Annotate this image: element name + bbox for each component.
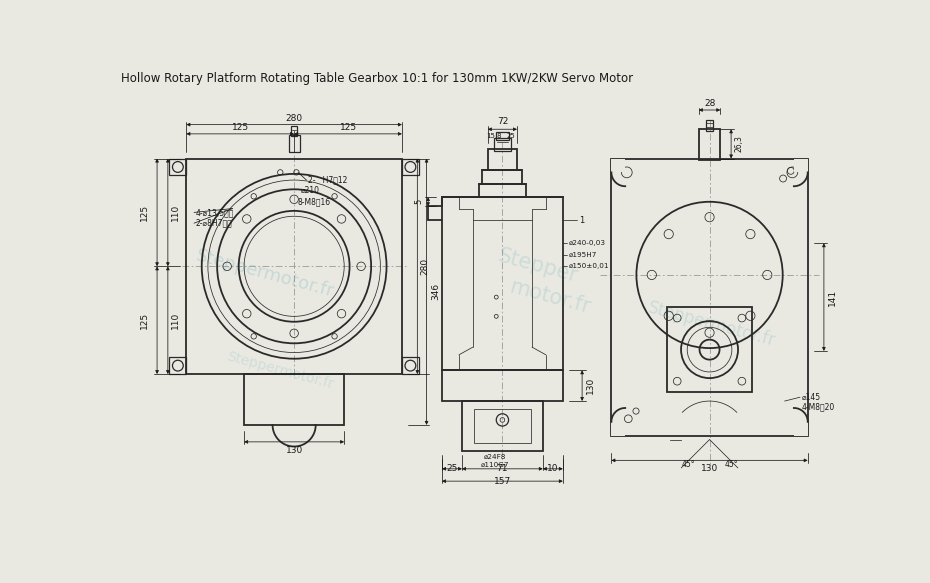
Bar [442,370,563,401]
Text: 4-⌀13,5通孔: 4-⌀13,5通孔 [195,208,234,217]
Bar [667,307,751,392]
Bar [402,159,418,175]
Text: ⌀210: ⌀210 [300,187,319,195]
Text: Hollow Rotary Platform Rotating Table Gearbox 10:1 for 130mm 1KW/2KW Servo Motor: Hollow Rotary Platform Rotating Table Ge… [121,72,633,85]
Bar [462,401,543,451]
Bar [169,159,186,175]
Text: 5: 5 [415,199,423,204]
Bar [479,184,525,197]
Text: ⌀240-0,03: ⌀240-0,03 [569,240,606,246]
Text: Steppermotor.fr: Steppermotor.fr [225,349,336,391]
Text: 1: 1 [579,216,585,224]
Text: 280: 280 [420,258,430,275]
Bar [473,409,531,444]
Text: 130: 130 [586,377,595,394]
Text: 280: 280 [286,114,302,123]
Text: 130: 130 [286,446,303,455]
Bar [488,149,517,170]
Text: 346: 346 [432,283,440,300]
Bar [494,139,511,151]
Text: 2-⌀8H7通孔: 2-⌀8H7通孔 [195,219,232,228]
Text: motor.fr: motor.fr [507,277,592,318]
Text: ⌀110G7: ⌀110G7 [481,462,509,468]
Text: 110: 110 [171,311,180,329]
Text: Stepper: Stepper [496,246,580,287]
Text: 130: 130 [701,463,718,473]
Text: 125: 125 [140,204,149,221]
Bar [291,126,298,136]
Bar [794,422,808,436]
Bar [794,159,808,173]
Bar [611,159,625,173]
Bar [706,120,713,131]
Text: ⌀195H7: ⌀195H7 [569,252,597,258]
Bar [169,357,186,374]
Text: 125: 125 [140,312,149,329]
Bar [186,159,402,374]
Text: ⌀24F8: ⌀24F8 [484,454,506,460]
Text: 125: 125 [232,123,249,132]
Bar [611,159,808,436]
Text: 26,3: 26,3 [735,135,743,152]
Text: 8-M8深16: 8-M8深16 [298,197,331,206]
Text: 72: 72 [497,117,508,126]
Text: 157: 157 [494,477,512,486]
Text: 141: 141 [828,289,837,305]
Bar [442,197,563,370]
Text: 110: 110 [171,204,180,221]
Text: Steppermotor.fr: Steppermotor.fr [193,247,336,301]
Bar [244,374,344,425]
Text: 4-M8深20: 4-M8深20 [802,402,835,411]
Bar [497,132,509,140]
Text: ⌀145: ⌀145 [802,393,820,402]
Bar [611,422,625,436]
Text: 125: 125 [339,123,356,132]
Bar [402,357,418,374]
Text: Steppermotor.fr: Steppermotor.fr [645,298,777,350]
Bar [288,135,299,152]
Text: 28: 28 [704,99,715,108]
Text: 2-   H7深12: 2- H7深12 [308,175,348,185]
Text: 45°: 45° [681,460,695,469]
Text: 25: 25 [507,133,515,139]
Text: ⌀150±0,01: ⌀150±0,01 [569,264,609,269]
Bar [698,129,721,160]
Bar [483,170,523,184]
Text: 71: 71 [497,464,508,473]
Text: 15,8: 15,8 [486,133,502,139]
Text: 45°: 45° [724,460,737,469]
Text: 25: 25 [446,464,458,473]
Text: 10: 10 [547,464,559,473]
